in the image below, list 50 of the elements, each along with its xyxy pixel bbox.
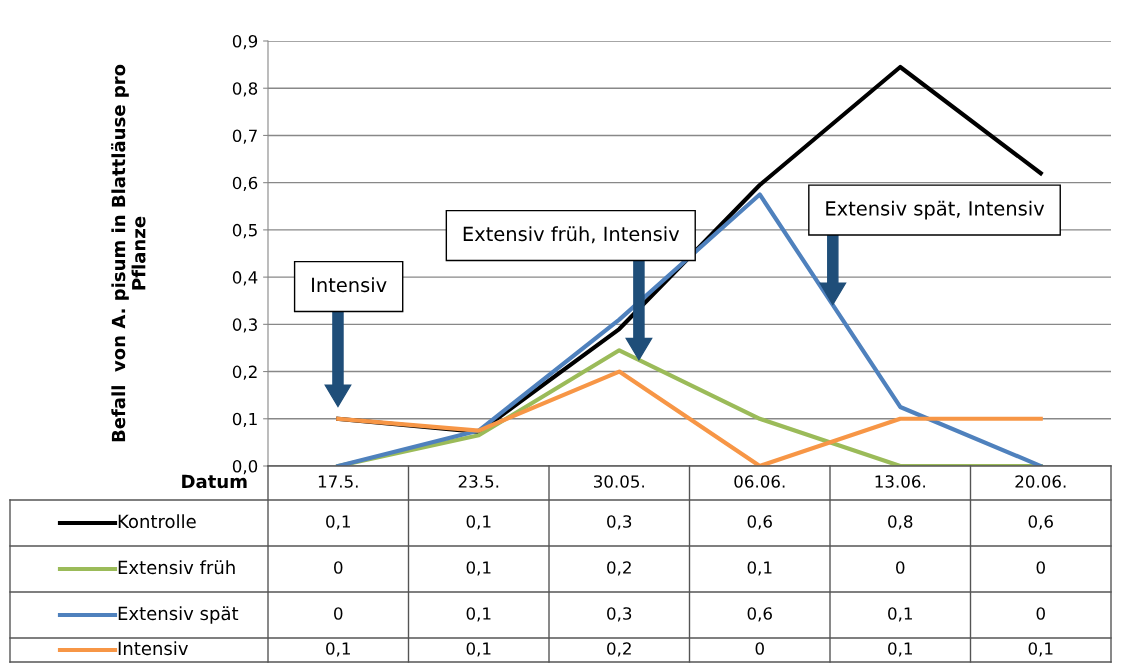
x-tick-label: 23.5.	[458, 475, 499, 488]
data-label: 0,1	[747, 561, 772, 576]
x-tick-label: 17.5.	[318, 475, 358, 488]
data-label: 0	[755, 642, 764, 655]
data-label: 0,6	[747, 515, 772, 530]
data-label: 0	[1036, 561, 1045, 574]
data-label: 0,3	[607, 515, 632, 530]
data-label: 0,8	[888, 515, 913, 530]
data-label: 0	[334, 561, 343, 574]
y-tick-label: 0,9	[232, 34, 258, 50]
y-tick-label: 0,4	[232, 271, 258, 286]
legend-label: Extensiv spät	[118, 606, 239, 624]
data-label: 0,1	[466, 515, 491, 530]
data-label: 0,2	[607, 642, 631, 657]
data-label: 0	[896, 561, 905, 574]
data-label: 0,1	[888, 642, 912, 657]
y-tick-label: 0,5	[232, 223, 257, 239]
data-label: 0,1	[326, 515, 350, 530]
y-tick-label: 0,1	[232, 412, 257, 428]
x-tick-label: 20.06.	[1015, 475, 1066, 488]
data-label: 0	[1036, 607, 1045, 620]
annotation: Extensiv spät, Intensiv	[826, 200, 1045, 220]
data-label: 0,1	[466, 607, 491, 622]
y-axis-title: Befall von A. pisum in Blattläuse pro Pflanze	[111, 64, 146, 442]
legend-label: Kontrolle	[118, 514, 196, 529]
data-label: 0,3	[607, 607, 632, 622]
y-tick-label: 0,8	[232, 82, 258, 97]
x-tick-label: 30.05.	[594, 475, 644, 488]
annotation: Extensiv früh, Intensiv	[463, 226, 680, 244]
legend-label: Intensiv	[118, 641, 188, 656]
annotation: Intensiv	[312, 277, 387, 293]
x-axis-title: Datum	[182, 474, 247, 489]
y-tick-label: 0,0	[232, 459, 258, 475]
line-series	[336, 369, 1043, 466]
data-label: 0,1	[1028, 642, 1053, 657]
data-label: 0,2	[607, 561, 631, 576]
data-label: 0	[334, 607, 343, 620]
y-tick-label: 0,7	[232, 129, 257, 144]
data-label: 0,1	[326, 642, 350, 657]
x-tick-label: 06.06.	[734, 475, 785, 488]
y-tick-label: 0,6	[232, 176, 258, 191]
x-tick-label: 13.06.	[875, 475, 925, 488]
data-label: 0,1	[466, 561, 491, 576]
y-tick-label: 0,3	[232, 318, 257, 333]
y-tick-label: 0,2	[232, 365, 257, 380]
data-label: 0,6	[747, 607, 772, 622]
data-label: 0,1	[888, 607, 912, 622]
data-label: 0,6	[1028, 515, 1053, 530]
legend-label: Extensiv früh	[118, 560, 235, 575]
data-label: 0,1	[466, 642, 491, 657]
